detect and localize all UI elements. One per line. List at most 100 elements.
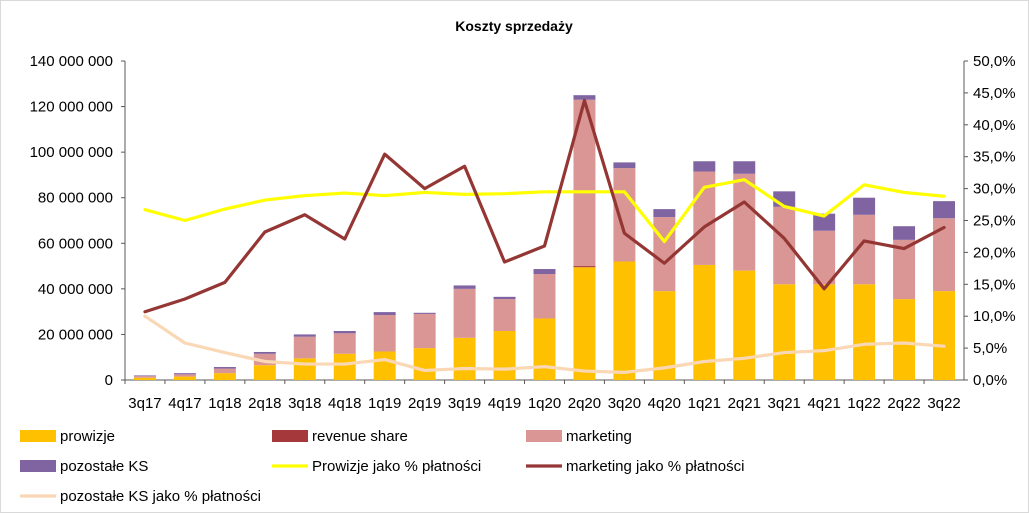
right-axis-tick-label: 35,0% bbox=[973, 149, 1016, 166]
bar-revenue-share bbox=[573, 266, 596, 268]
legend-swatch-marketing bbox=[526, 430, 562, 442]
bar-marketing bbox=[853, 214, 876, 285]
bar-prowizje bbox=[533, 318, 556, 380]
bar-pozosta-e-ks bbox=[213, 367, 236, 369]
bar-marketing bbox=[173, 374, 196, 377]
x-axis-tick-label: 1q19 bbox=[368, 395, 401, 412]
left-axis-tick-label: 80 000 000 bbox=[38, 190, 113, 207]
bar-pozosta-e-ks bbox=[373, 312, 396, 316]
x-axis-tick-label: 1q21 bbox=[688, 395, 721, 412]
legend-swatch-pozosta-e-ks bbox=[20, 460, 56, 472]
legend-label-marketing-jako-p-atno-ci: marketing jako % płatności bbox=[566, 458, 744, 475]
x-axis-tick-label: 2q19 bbox=[408, 395, 441, 412]
bar-marketing bbox=[573, 99, 596, 267]
left-axis-tick-label: 100 000 000 bbox=[30, 144, 113, 161]
x-axis-tick-label: 4q17 bbox=[168, 395, 201, 412]
bar-pozosta-e-ks bbox=[293, 334, 316, 337]
bar-pozosta-e-ks bbox=[733, 161, 756, 174]
bar-marketing bbox=[533, 274, 556, 319]
chart-title: Koszty sprzedaży bbox=[455, 18, 573, 34]
bar-marketing bbox=[293, 336, 316, 359]
left-axis-tick-label: 20 000 000 bbox=[38, 326, 113, 343]
right-axis-tick-label: 50,0% bbox=[973, 53, 1016, 70]
bar-pozosta-e-ks bbox=[853, 197, 876, 215]
bar-prowizje bbox=[293, 358, 316, 380]
right-axis-tick-label: 30,0% bbox=[973, 181, 1016, 198]
bar-pozosta-e-ks bbox=[613, 162, 636, 169]
bar-pozosta-e-ks bbox=[133, 375, 156, 377]
right-axis-tick-label: 25,0% bbox=[973, 213, 1016, 230]
left-axis-tick-label: 0 bbox=[105, 372, 113, 389]
bar-prowizje bbox=[413, 348, 436, 380]
right-axis-tick-label: 0,0% bbox=[973, 372, 1007, 389]
bar-prowizje bbox=[253, 365, 276, 380]
bar-pozosta-e-ks bbox=[253, 351, 276, 354]
x-axis-tick-label: 3q21 bbox=[768, 395, 801, 412]
bar-marketing bbox=[613, 168, 636, 262]
x-axis-tick-label: 1q18 bbox=[208, 395, 241, 412]
legend-label-prowizje: prowizje bbox=[60, 428, 115, 445]
right-axis-tick-label: 40,0% bbox=[973, 117, 1016, 134]
left-axis-tick-label: 120 000 000 bbox=[30, 99, 113, 116]
legend-label-pozosta-e-ks: pozostałe KS bbox=[60, 458, 148, 475]
right-axis-tick-label: 20,0% bbox=[973, 244, 1016, 261]
legend-swatch-prowizje bbox=[20, 430, 56, 442]
x-axis-tick-label: 4q18 bbox=[328, 395, 361, 412]
x-axis-tick-label: 2q18 bbox=[248, 395, 281, 412]
x-axis-tick-label: 3q22 bbox=[927, 395, 960, 412]
x-axis-tick-label: 2q21 bbox=[728, 395, 761, 412]
bar-prowizje bbox=[133, 377, 156, 380]
bar-marketing bbox=[773, 206, 796, 285]
bar-marketing bbox=[733, 173, 756, 271]
bar-pozosta-e-ks bbox=[413, 312, 436, 314]
right-axis-tick-label: 45,0% bbox=[973, 85, 1016, 102]
left-axis-tick-label: 140 000 000 bbox=[30, 53, 113, 70]
bar-pozosta-e-ks bbox=[653, 209, 676, 218]
legend-label-pozosta-e-ks-jako-p-atno-ci: pozostałe KS jako % płatności bbox=[60, 488, 261, 505]
bar-marketing bbox=[813, 230, 836, 285]
bar-marketing bbox=[333, 333, 356, 354]
bar-pozosta-e-ks bbox=[453, 285, 476, 289]
x-axis-tick-label: 3q17 bbox=[128, 395, 161, 412]
bar-prowizje bbox=[333, 353, 356, 380]
x-axis-tick-label: 4q19 bbox=[488, 395, 521, 412]
x-axis-tick-label: 3q18 bbox=[288, 395, 321, 412]
x-axis-tick-label: 2q22 bbox=[887, 395, 920, 412]
x-axis-tick-label: 2q20 bbox=[568, 395, 601, 412]
bar-marketing bbox=[893, 239, 916, 300]
bar-prowizje bbox=[773, 284, 796, 380]
bar-prowizje bbox=[173, 376, 196, 380]
bar-pozosta-e-ks bbox=[893, 226, 916, 240]
bar-pozosta-e-ks bbox=[773, 191, 796, 207]
bar-pozosta-e-ks bbox=[333, 331, 356, 334]
bar-prowizje bbox=[213, 373, 236, 380]
bar-pozosta-e-ks bbox=[693, 161, 716, 172]
bar-prowizje bbox=[933, 291, 956, 380]
x-axis-tick-label: 3q20 bbox=[608, 395, 641, 412]
bar-prowizje bbox=[733, 270, 756, 380]
bar-prowizje bbox=[573, 267, 596, 380]
bar-pozosta-e-ks bbox=[813, 213, 836, 231]
bar-pozosta-e-ks bbox=[533, 269, 556, 275]
bar-prowizje bbox=[693, 264, 716, 380]
left-axis-tick-label: 60 000 000 bbox=[38, 235, 113, 252]
bar-marketing bbox=[493, 299, 516, 332]
bar-prowizje bbox=[853, 284, 876, 380]
bar-pozosta-e-ks bbox=[933, 201, 956, 219]
bar-prowizje bbox=[893, 299, 916, 380]
right-axis-tick-label: 15,0% bbox=[973, 276, 1016, 293]
x-axis-tick-label: 4q20 bbox=[648, 395, 681, 412]
right-axis-tick-label: 5,0% bbox=[973, 340, 1007, 357]
legend-swatch-revenue-share bbox=[272, 430, 308, 442]
bar-pozosta-e-ks bbox=[493, 296, 516, 300]
legend-label-revenue-share: revenue share bbox=[312, 428, 408, 445]
bar-marketing bbox=[373, 315, 396, 352]
bar-prowizje bbox=[493, 331, 516, 380]
bar-marketing bbox=[413, 313, 436, 349]
bar-marketing bbox=[253, 353, 276, 366]
bar-prowizje bbox=[653, 291, 676, 380]
bar-prowizje bbox=[453, 337, 476, 380]
x-axis-tick-label: 4q21 bbox=[807, 395, 840, 412]
x-axis-tick-label: 3q19 bbox=[448, 395, 481, 412]
